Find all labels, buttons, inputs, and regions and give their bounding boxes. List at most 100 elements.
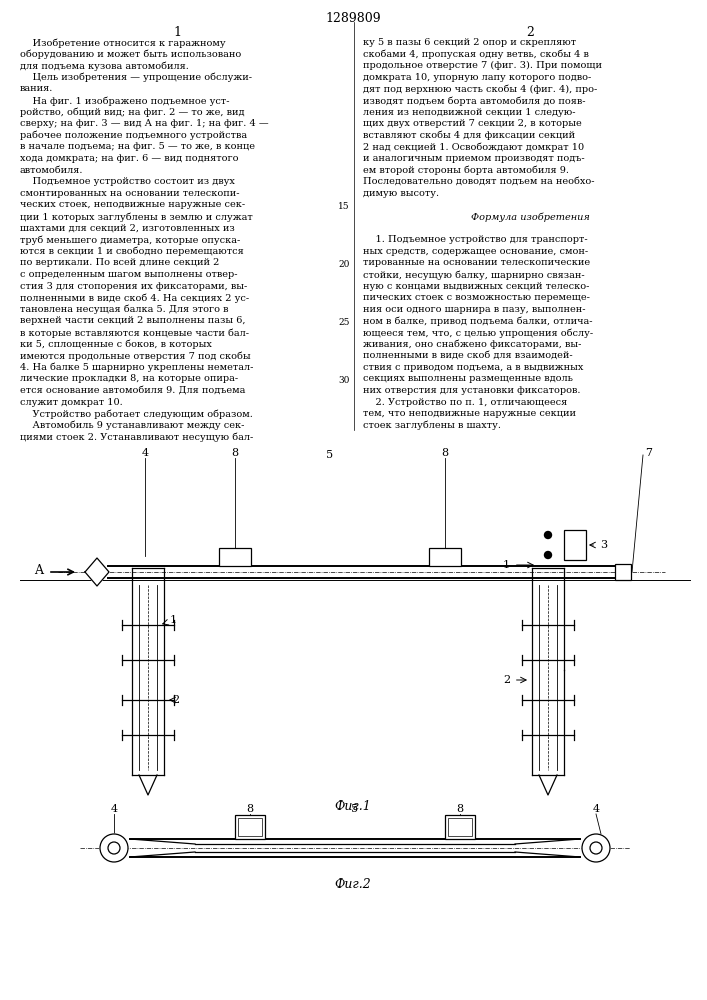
Text: 4: 4 (592, 804, 600, 814)
Text: 1: 1 (503, 560, 510, 570)
Text: оборудованию и может быть использовано: оборудованию и может быть использовано (20, 50, 241, 59)
Text: скобами 4, пропуская одну ветвь, скобы 4 в: скобами 4, пропуская одну ветвь, скобы 4… (363, 50, 589, 59)
Text: живания, оно снабжено фиксаторами, вы-: живания, оно снабжено фиксаторами, вы- (363, 340, 581, 349)
Text: рабочее положение подъемного устройства: рабочее положение подъемного устройства (20, 131, 247, 140)
Text: щих двух отверстий 7 секции 2, в которые: щих двух отверстий 7 секции 2, в которые (363, 119, 582, 128)
Text: верхней части секций 2 выполнены пазы 6,: верхней части секций 2 выполнены пазы 6, (20, 316, 245, 325)
Text: 8: 8 (247, 804, 254, 814)
Text: 7: 7 (645, 448, 652, 458)
Text: продольное отверстие 7 (фиг. 3). При помощи: продольное отверстие 7 (фиг. 3). При пом… (363, 61, 602, 70)
Text: 4. На балке 5 шарнирно укреплены неметал-: 4. На балке 5 шарнирно укреплены неметал… (20, 363, 253, 372)
Text: домкрата 10, упорную лапу которого подво-: домкрата 10, упорную лапу которого подво… (363, 73, 591, 82)
Text: имеются продольные отверстия 7 под скобы: имеются продольные отверстия 7 под скобы (20, 351, 250, 361)
Circle shape (582, 834, 610, 862)
Text: тем, что неподвижные наружные секции: тем, что неподвижные наружные секции (363, 409, 576, 418)
Text: 1289809: 1289809 (325, 12, 381, 25)
Text: Автомобиль 9 устанавливают между сек-: Автомобиль 9 устанавливают между сек- (20, 421, 245, 430)
Text: димую высоту.: димую высоту. (363, 189, 439, 198)
Text: Формула изобретения: Формула изобретения (471, 212, 590, 222)
Text: 4: 4 (110, 804, 117, 814)
Text: полненными в виде скоб 4. На секциях 2 ус-: полненными в виде скоб 4. На секциях 2 у… (20, 293, 249, 303)
Text: Устройство работает следующим образом.: Устройство работает следующим образом. (20, 409, 253, 419)
Text: Цель изобретения — упрощение обслужи-: Цель изобретения — упрощение обслужи- (20, 73, 252, 82)
Text: ройство, общий вид; на фиг. 2 — то же, вид: ройство, общий вид; на фиг. 2 — то же, в… (20, 108, 245, 117)
Text: лические прокладки 8, на которые опира-: лические прокладки 8, на которые опира- (20, 374, 238, 383)
Text: ческих стоек, неподвижные наружные сек-: ческих стоек, неподвижные наружные сек- (20, 200, 245, 209)
Text: 2: 2 (172, 695, 179, 705)
Text: ную с концами выдвижных секций телеско-: ную с концами выдвижных секций телеско- (363, 282, 590, 291)
Text: них отверстия для установки фиксаторов.: них отверстия для установки фиксаторов. (363, 386, 580, 395)
Text: тированные на основании телескопические: тированные на основании телескопические (363, 258, 590, 267)
Text: изводят подъем борта автомобиля до появ-: изводят подъем борта автомобиля до появ- (363, 96, 585, 105)
Text: 3: 3 (600, 540, 607, 550)
Text: в начале подъема; на фиг. 5 — то же, в конце: в начале подъема; на фиг. 5 — то же, в к… (20, 142, 255, 151)
Text: и аналогичным приемом производят подъ-: и аналогичным приемом производят подъ- (363, 154, 585, 163)
Text: 8: 8 (441, 448, 448, 458)
Text: 2 над секцией 1. Освобождают домкрат 10: 2 над секцией 1. Освобождают домкрат 10 (363, 142, 584, 152)
Text: 2: 2 (526, 26, 534, 39)
Text: ется основание автомобиля 9. Для подъема: ется основание автомобиля 9. Для подъема (20, 386, 245, 395)
Text: по вертикали. По всей длине секций 2: по вертикали. По всей длине секций 2 (20, 258, 219, 267)
Text: с определенным шагом выполнены отвер-: с определенным шагом выполнены отвер- (20, 270, 238, 279)
Text: сверху; на фиг. 3 — вид А на фиг. 1; на фиг. 4 —: сверху; на фиг. 3 — вид А на фиг. 1; на … (20, 119, 269, 128)
Text: 5: 5 (351, 804, 358, 814)
Text: стойки, несущую балку, шарнирно связан-: стойки, несущую балку, шарнирно связан- (363, 270, 585, 279)
Text: На фиг. 1 изображено подъемное уст-: На фиг. 1 изображено подъемное уст- (20, 96, 230, 105)
Text: смонтированных на основании телескопи-: смонтированных на основании телескопи- (20, 189, 240, 198)
Text: в которые вставляются концевые части бал-: в которые вставляются концевые части бал… (20, 328, 249, 338)
Text: ются в секции 1 и свободно перемещаются: ются в секции 1 и свободно перемещаются (20, 247, 244, 256)
Text: шахтами для секций 2, изготовленных из: шахтами для секций 2, изготовленных из (20, 224, 235, 233)
Text: служит домкрат 10.: служит домкрат 10. (20, 398, 123, 407)
Text: ции 1 которых заглублены в землю и служат: ции 1 которых заглублены в землю и служа… (20, 212, 252, 222)
Circle shape (100, 834, 128, 862)
Text: стия 3 для стопорения их фиксаторами, вы-: стия 3 для стопорения их фиксаторами, вы… (20, 282, 247, 291)
Text: труб меньшего диаметра, которые опуска-: труб меньшего диаметра, которые опуска- (20, 235, 240, 245)
Text: ния оси одного шарнира в пазу, выполнен-: ния оси одного шарнира в пазу, выполнен- (363, 305, 585, 314)
Text: хода домкрата; на фиг. 6 — вид поднятого: хода домкрата; на фиг. 6 — вид поднятого (20, 154, 238, 163)
Text: ем второй стороны борта автомобиля 9.: ем второй стороны борта автомобиля 9. (363, 166, 569, 175)
Text: 1: 1 (173, 26, 181, 39)
Text: 8: 8 (231, 448, 238, 458)
Text: Подъемное устройство состоит из двух: Подъемное устройство состоит из двух (20, 177, 235, 186)
Text: вставляют скобы 4 для фиксации секций: вставляют скобы 4 для фиксации секций (363, 131, 575, 140)
Text: A: A (34, 564, 43, 576)
Text: Изобретение относится к гаражному: Изобретение относится к гаражному (20, 38, 226, 47)
Text: 4: 4 (141, 448, 148, 458)
Bar (429, 548, 461, 566)
Text: 8: 8 (457, 804, 464, 814)
Text: ном в балке, привод подъема балки, отлича-: ном в балке, привод подъема балки, отлич… (363, 316, 592, 326)
Text: Фиг.1: Фиг.1 (334, 800, 371, 813)
Text: ющееся тем, что, с целью упрощения обслу-: ющееся тем, что, с целью упрощения обслу… (363, 328, 593, 338)
Text: дят под верхнюю часть скобы 4 (фиг. 4), про-: дят под верхнюю часть скобы 4 (фиг. 4), … (363, 84, 597, 94)
Polygon shape (85, 558, 109, 586)
Text: полненными в виде скоб для взаимодей-: полненными в виде скоб для взаимодей- (363, 351, 573, 360)
Bar (445, 815, 475, 839)
Text: для подъема кузова автомобиля.: для подъема кузова автомобиля. (20, 61, 189, 71)
Text: пических стоек с возможностью перемеще-: пических стоек с возможностью перемеще- (363, 293, 590, 302)
Text: циями стоек 2. Устанавливают несущую бал-: циями стоек 2. Устанавливают несущую бал… (20, 432, 253, 442)
Text: 5: 5 (327, 450, 334, 460)
Text: вания.: вания. (20, 84, 53, 93)
Text: тановлена несущая балка 5. Для этого в: тановлена несущая балка 5. Для этого в (20, 305, 228, 314)
Text: секциях выполнены размещенные вдоль: секциях выполнены размещенные вдоль (363, 374, 573, 383)
Text: ку 5 в пазы 6 секций 2 опор и скрепляют: ку 5 в пазы 6 секций 2 опор и скрепляют (363, 38, 576, 47)
Text: Последовательно доводят подъем на необхо-: Последовательно доводят подъем на необхо… (363, 177, 595, 186)
Bar (615, 564, 631, 580)
Text: ки 5, сплощенные с боков, в которых: ки 5, сплощенные с боков, в которых (20, 340, 212, 349)
Text: 15: 15 (339, 202, 350, 211)
Text: 2. Устройство по п. 1, отличающееся: 2. Устройство по п. 1, отличающееся (363, 398, 567, 407)
Text: автомобиля.: автомобиля. (20, 166, 83, 175)
Text: ствия с приводом подъема, а в выдвижных: ствия с приводом подъема, а в выдвижных (363, 363, 583, 372)
Text: 2: 2 (503, 675, 510, 685)
Text: стоек заглублены в шахту.: стоек заглублены в шахту. (363, 421, 501, 430)
Text: 1. Подъемное устройство для транспорт-: 1. Подъемное устройство для транспорт- (363, 235, 588, 244)
Bar (219, 548, 251, 566)
Text: 30: 30 (339, 376, 350, 385)
Text: 20: 20 (339, 260, 350, 269)
Circle shape (544, 552, 551, 558)
Bar (238, 818, 262, 836)
Text: 1: 1 (170, 615, 177, 625)
Circle shape (544, 532, 551, 538)
Bar (448, 818, 472, 836)
Text: 25: 25 (339, 318, 350, 327)
